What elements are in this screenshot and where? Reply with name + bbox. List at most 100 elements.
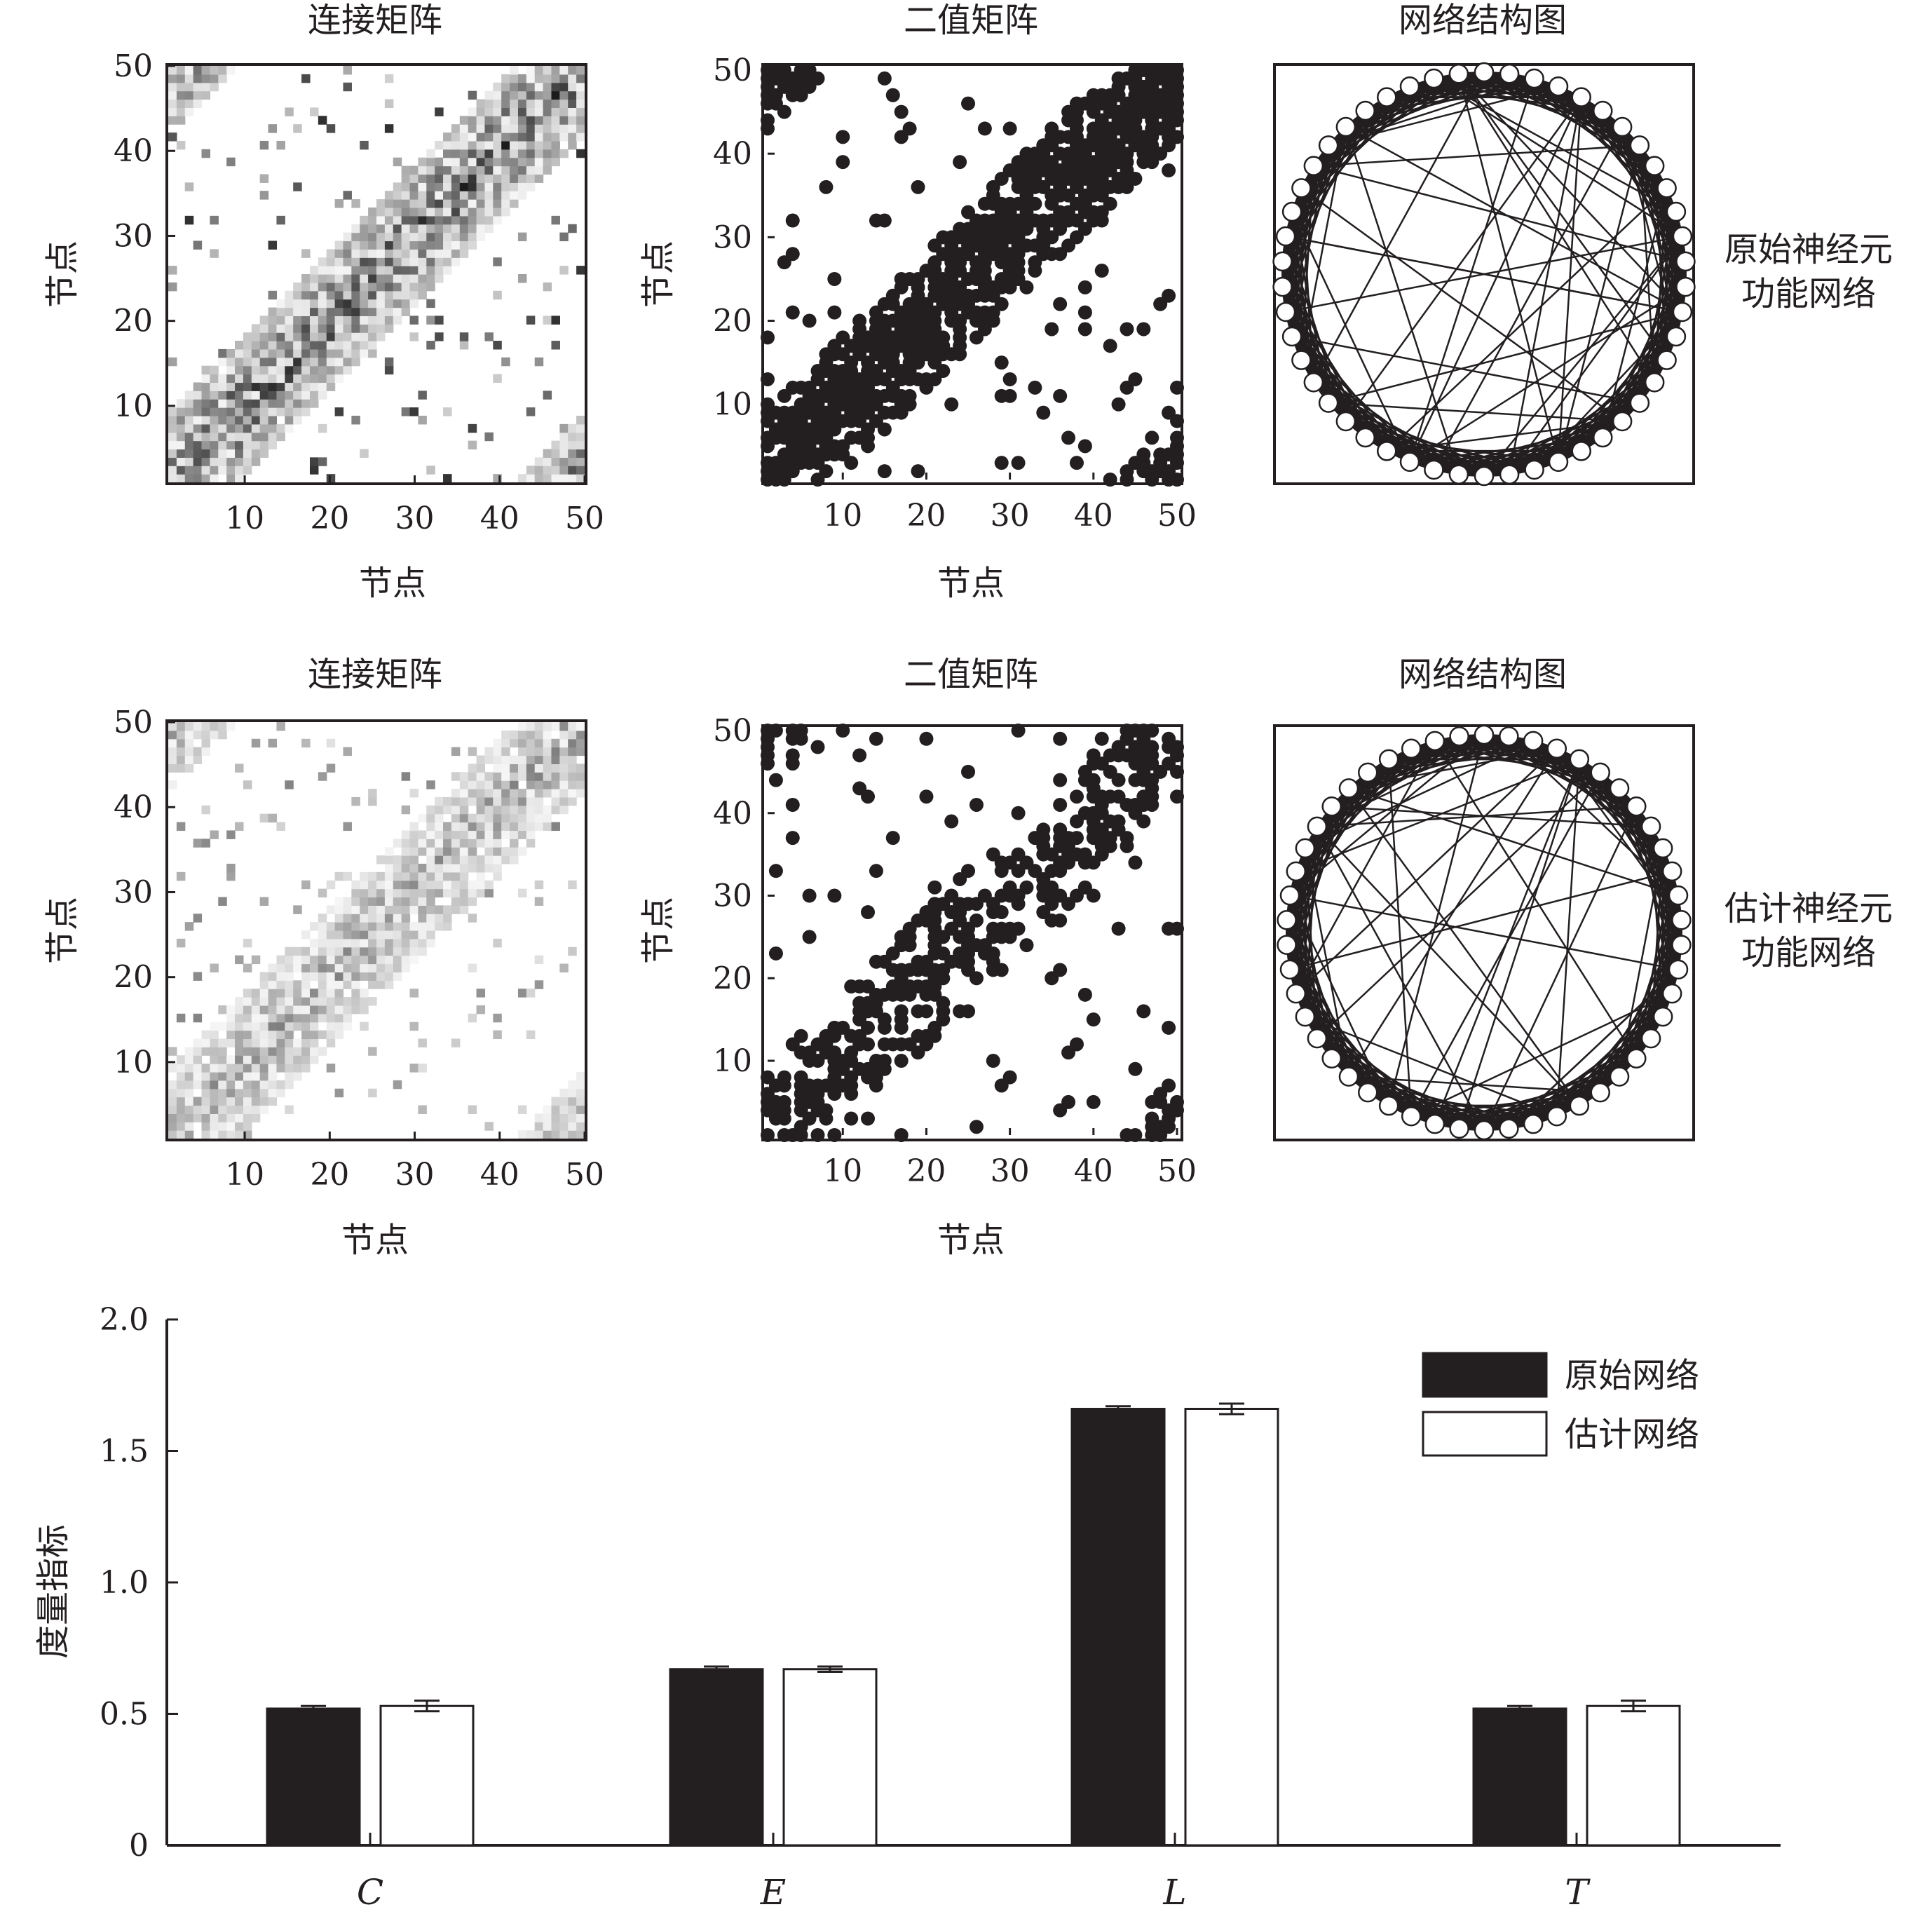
heatmap-cell xyxy=(293,1055,302,1064)
heatmap-cell xyxy=(293,299,302,308)
heatmap-cell xyxy=(343,257,352,266)
heatmap-cell xyxy=(468,423,477,433)
heatmap-cell xyxy=(468,897,477,906)
heatmap-cell xyxy=(334,972,344,981)
heatmap-cell xyxy=(568,466,577,475)
heatmap-cell xyxy=(226,457,236,466)
heatmap-cell xyxy=(559,107,569,116)
binary-point xyxy=(836,130,850,144)
heatmap-cell xyxy=(526,82,536,92)
heatmap-cell xyxy=(468,863,477,873)
heatmap-cell xyxy=(343,249,352,258)
heatmap-cell xyxy=(459,332,469,341)
heatmap-cell xyxy=(343,315,352,325)
heatmap-cell xyxy=(276,299,285,308)
heatmap-cell xyxy=(484,191,494,200)
network-edge xyxy=(1410,993,1673,1118)
heatmap-cell xyxy=(276,1022,285,1031)
heatmap-cell xyxy=(184,747,194,756)
heatmap-cell xyxy=(568,1080,577,1090)
network-node xyxy=(1321,1048,1342,1069)
heatmap-cell xyxy=(568,747,577,756)
heatmap-cell xyxy=(226,1080,236,1090)
heatmap-cell xyxy=(184,1122,194,1131)
network-graph-1 xyxy=(1272,62,1696,487)
heatmap-cell xyxy=(168,440,177,450)
heatmap-cell xyxy=(468,789,477,798)
heatmap-cell xyxy=(201,474,210,483)
heatmap-cell xyxy=(409,989,419,998)
heatmap-cell xyxy=(210,830,219,839)
heatmap-cell xyxy=(301,1047,311,1056)
heatmap-cell xyxy=(309,382,319,391)
heatmap-cell xyxy=(376,257,386,266)
heatmap-cell xyxy=(493,747,502,756)
heatmap-cell xyxy=(293,374,302,384)
heatmap-cell xyxy=(493,133,502,142)
y-tick-label: 20 xyxy=(713,304,752,339)
heatmap-cell xyxy=(276,324,285,333)
binary-point xyxy=(944,814,959,829)
heatmap-cell xyxy=(534,1122,544,1131)
heatmap-cell xyxy=(576,74,585,83)
heatmap-cell xyxy=(435,266,444,275)
heatmap-cell xyxy=(426,897,435,906)
heatmap-cell xyxy=(393,955,402,965)
heatmap-cell xyxy=(468,847,477,856)
network-node xyxy=(1652,838,1673,859)
heatmap-cell xyxy=(226,1055,236,1064)
network-node xyxy=(1590,1082,1611,1103)
heatmap-cell xyxy=(318,930,327,939)
heatmap-cell xyxy=(293,989,302,998)
heatmap-cell xyxy=(459,780,469,789)
heatmap-cell xyxy=(368,232,377,242)
heatmap-cell xyxy=(243,440,252,450)
heatmap-cell xyxy=(443,805,452,815)
binary-xlabel-2: 节点 xyxy=(937,1221,1005,1260)
heatmap-cell xyxy=(409,274,419,283)
heatmap-cell xyxy=(218,357,227,367)
heatmap-cell xyxy=(517,274,527,283)
y-tick-label: 40 xyxy=(114,789,153,825)
heatmap-cell xyxy=(201,457,210,466)
heatmap-cell xyxy=(184,432,194,442)
heatmap-cell xyxy=(184,440,194,450)
heatmap-cell xyxy=(409,888,419,898)
heatmap-cell xyxy=(326,274,336,283)
heatmap-cell xyxy=(534,149,544,158)
heatmap-cell xyxy=(468,199,477,208)
heatmap-cell xyxy=(176,474,186,483)
heatmap-cell xyxy=(218,440,227,450)
heatmap-cell xyxy=(243,1038,252,1047)
heatmap-cell xyxy=(443,215,452,225)
heatmap-cell xyxy=(517,1105,527,1114)
heatmap-cell xyxy=(435,822,444,832)
heatmap-cell xyxy=(543,747,552,756)
heatmap-cell xyxy=(559,82,569,92)
heatmap-cell xyxy=(176,415,186,425)
heatmap-cell xyxy=(376,290,386,300)
heatmap-cell xyxy=(543,66,552,75)
heatmap-cell xyxy=(251,1030,261,1040)
heatmap-cell xyxy=(493,290,502,300)
heatmap-cell xyxy=(268,738,278,748)
heatmap-cell xyxy=(576,780,585,789)
network-node xyxy=(1399,76,1420,97)
heatmap-cell xyxy=(360,266,369,275)
heatmap-cell xyxy=(484,805,494,815)
heatmap-cell xyxy=(343,66,352,75)
heatmap-cell xyxy=(351,880,360,890)
heatmap-cell xyxy=(543,99,552,108)
heatmap-cell xyxy=(318,374,327,384)
heatmap-cell xyxy=(576,747,585,756)
network-label-2b: 功能网络 xyxy=(1741,933,1876,972)
heatmap-cell xyxy=(243,449,252,458)
heatmap-cell xyxy=(243,1005,252,1014)
heatmap-cell xyxy=(218,1080,227,1090)
heatmap-cell xyxy=(201,1088,210,1098)
heatmap-cell xyxy=(468,207,477,217)
heatmap-cell xyxy=(451,133,461,142)
heatmap-cell xyxy=(226,365,236,375)
heatmap-cell xyxy=(268,240,278,250)
heatmap-cell xyxy=(343,922,352,931)
